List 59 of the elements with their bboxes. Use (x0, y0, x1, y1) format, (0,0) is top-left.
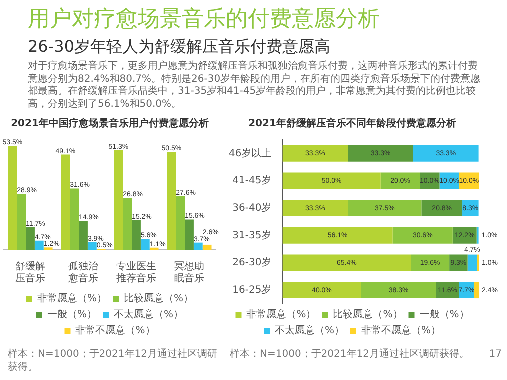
legend-label: 比较愿意（%） (124, 292, 194, 305)
bar (282, 145, 348, 162)
bar (123, 198, 132, 250)
bar (88, 242, 97, 250)
chart-title: 2021年舒缓解压音乐不同年龄段付费意愿分析 (248, 118, 456, 130)
y-tick-label: 31-35岁 (232, 229, 272, 242)
y-tick-label: 16-25岁 (232, 284, 272, 296)
text: 样本：N=1000；于2021年12月通过社区调研获得。 (8, 348, 218, 374)
bar (422, 200, 463, 217)
legend-label: 非常愿意（%） (246, 308, 316, 321)
bar (70, 188, 80, 250)
text: 17 (489, 348, 502, 361)
text: 用户对疗愈场景音乐的付费意愿分析 (28, 6, 380, 34)
bar (167, 152, 176, 250)
bar (348, 200, 422, 217)
bar (34, 240, 44, 250)
y-tick-label: 26-30岁 (232, 256, 272, 269)
legend-label: 非常不愿意（%） (362, 324, 442, 337)
bar (282, 254, 412, 272)
bar (361, 282, 436, 299)
bar (282, 282, 362, 299)
bar (202, 244, 212, 250)
bar (468, 254, 478, 272)
bar (26, 227, 35, 250)
legend-label: 不太愿意（%） (275, 324, 345, 337)
bar (282, 227, 393, 244)
bar (79, 221, 88, 250)
bar (140, 239, 150, 250)
bar (474, 282, 479, 299)
text: 样本：N=1000；于2021年12月通过社区调研获得。 (230, 348, 470, 361)
legend-label: 比较愿意（%） (333, 308, 403, 321)
bar (176, 196, 186, 250)
x-tick-label: 冥想助眠音乐 (174, 260, 204, 285)
bar (185, 220, 194, 250)
text: 26-30岁年轻人为舒缓解压音乐付费意愿高 (28, 37, 330, 57)
legend-label: 非常不愿意（%） (76, 324, 156, 337)
bar (194, 242, 203, 250)
bar (413, 145, 479, 162)
bar (282, 172, 381, 190)
bar (132, 220, 141, 250)
y-tick-label: 46岁以上 (228, 147, 272, 160)
legend-label: 不太愿意（%） (114, 308, 184, 321)
x-tick-label: 孤独治愈音乐 (68, 260, 98, 285)
bar (61, 154, 70, 250)
bar (17, 194, 26, 250)
y-tick-label: 41-45岁 (232, 174, 272, 187)
bar (282, 200, 348, 217)
text: 对于疗愈场景音乐下，更多用户愿意为舒缓解压音乐和孤独治愈音乐付费，这两种音乐形式的累计付费意愿分别为82.4%和80.7%。特别是26-30岁年龄段的用户，在所有的四类疗愈音乐场景下的付费意愿都最高。在舒缓解压音乐品类中，31-35岁和41-45岁年龄段的用户，非常愿意为其付费的比例也比较高，分别达到了56.1%和50.0%。 (28, 61, 482, 111)
legend-label: 非常愿意（%） (38, 292, 108, 305)
bar (8, 146, 18, 250)
bar (114, 150, 124, 250)
legend-label: 一般（%） (48, 310, 98, 321)
bar (392, 227, 453, 244)
chart-title: 2021年中国疗愈场景音乐用户付费意愿分析 (11, 118, 209, 130)
x-tick-label: 专业医生推荐音乐 (116, 260, 156, 285)
y-tick-label: 36-40岁 (232, 202, 272, 214)
x-tick-label: 舒缓解压音乐 (16, 260, 46, 285)
bar (348, 145, 414, 162)
legend-label: 一般（%） (420, 310, 470, 321)
